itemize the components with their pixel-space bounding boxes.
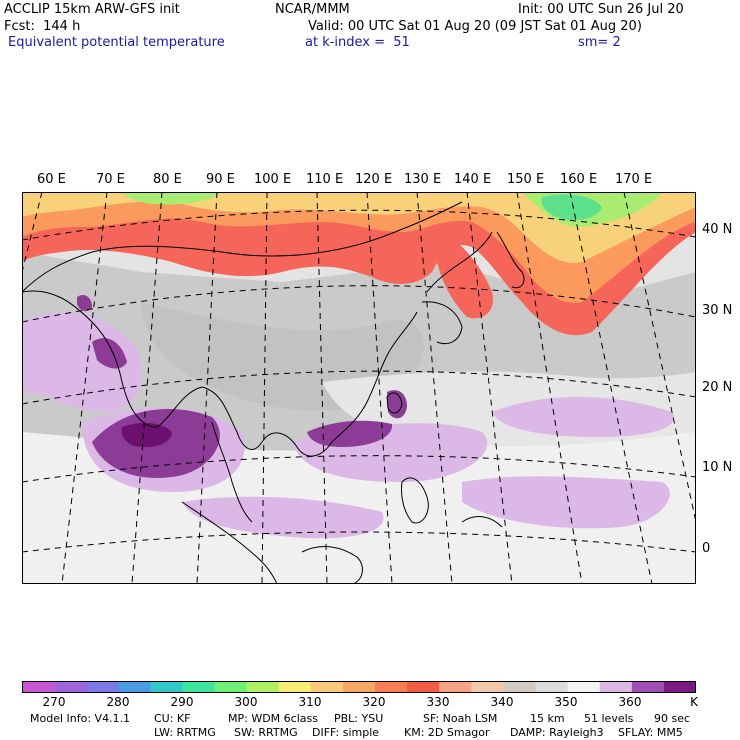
colorbar-swatch (439, 681, 472, 693)
colorbar-tick: 290 (170, 695, 194, 709)
colorbar-swatch (599, 681, 633, 693)
lat-label: 10 N (702, 460, 733, 475)
lon-label: 60 E (37, 172, 66, 187)
init-time: Init: 00 UTC Sun 26 Jul 20 (518, 2, 684, 17)
valid-time: Valid: 00 UTC Sat 01 Aug 20 (09 JST Sat … (308, 19, 642, 34)
colorbar-swatch (567, 681, 601, 693)
footer-item: SFLAY: MM5 (618, 726, 683, 739)
coastlines (22, 201, 525, 584)
colorbar-tick: 360 (618, 695, 642, 709)
footer-item: 51 levels (584, 712, 634, 725)
footer-item: 15 km (530, 712, 565, 725)
lavender-india (22, 311, 143, 413)
footer-item: SW: RRTMG (234, 726, 298, 739)
green-band-west (122, 192, 222, 205)
level-index: at k-index = 51 (305, 35, 410, 50)
footer-item: DAMP: Rayleigh3 (510, 726, 604, 739)
colorbar-swatch (150, 681, 183, 693)
purple-pakistan (77, 295, 92, 312)
footer-item: SF: Noah LSM (423, 712, 498, 725)
footer-item: DIFF: simple (312, 726, 380, 739)
colorbar-swatch (407, 681, 440, 693)
colorbar-swatch (246, 681, 280, 693)
footer-item: 90 sec (654, 712, 691, 725)
colorbar-tick: 350 (554, 695, 578, 709)
colorbar-tick: 320 (362, 695, 386, 709)
colorbar-tick: 300 (234, 695, 258, 709)
colorbar-tick: 310 (298, 695, 322, 709)
lavender-east (492, 397, 674, 437)
lon-label: 120 E (355, 172, 393, 187)
purple-taiwan (387, 390, 407, 419)
lat-label: 20 N (702, 380, 733, 395)
yellow-band (22, 192, 696, 263)
lon-label: 100 E (254, 172, 292, 187)
field-name: Equivalent potential temperature (8, 35, 225, 50)
forecast-hour: Fcst: 144 h (4, 19, 81, 34)
colorbar-tick: 270 (42, 695, 66, 709)
lat-label: 40 N (702, 222, 733, 237)
colorbar-swatch (342, 681, 376, 693)
colorbar-swatch (22, 681, 55, 693)
lon-label: 70 E (96, 172, 125, 187)
footer-item: KM: 2D Smagor (404, 726, 490, 739)
lon-label: 90 E (206, 172, 235, 187)
colorbar-swatch (214, 681, 248, 693)
dark-purple-core (121, 422, 172, 448)
lon-label: 130 E (404, 172, 442, 187)
lon-label: 170 E (615, 172, 653, 187)
footer-item: CU: KF (154, 712, 191, 725)
lat-label: 0 (702, 541, 711, 556)
colorbar (22, 681, 696, 693)
colorbar-swatch (182, 681, 216, 693)
lavender-eq (182, 496, 384, 539)
colorbar-swatch (663, 681, 696, 693)
colorbar-tick: 280 (106, 695, 130, 709)
model-title: ACCLIP 15km ARW-GFS init (4, 2, 180, 17)
colorbar-tick: 340 (490, 695, 514, 709)
graticule (22, 192, 696, 584)
lat-label: 30 N (702, 303, 733, 318)
center-name: NCAR/MMM (275, 2, 350, 17)
lon-label: 140 E (454, 172, 492, 187)
colorbar-tick: 330 (426, 695, 450, 709)
lon-label: 160 E (560, 172, 598, 187)
colorbar-swatch (310, 681, 344, 693)
lavender-wpac (462, 476, 670, 529)
colorbar-swatch (631, 681, 665, 693)
colorbar-unit: K (690, 695, 698, 709)
green-core-east (541, 194, 602, 221)
footer-item: PBL: YSU (334, 712, 384, 725)
colorbar-swatch (471, 681, 504, 693)
colorbar-swatch (535, 681, 569, 693)
purple-india (92, 338, 127, 369)
colorbar-swatch (503, 681, 537, 693)
map-frame (22, 192, 696, 584)
colorbar-swatch (86, 681, 119, 693)
orange-red-japan (437, 232, 493, 319)
colorbar-swatch (54, 681, 87, 693)
smoothing-value: sm= 2 (578, 35, 621, 50)
purple-scs (307, 420, 393, 447)
lon-label: 110 E (306, 172, 344, 187)
theta-e-map (22, 192, 696, 584)
footer-item: LW: RRTMG (154, 726, 216, 739)
colorbar-swatch (375, 681, 408, 693)
lon-label: 150 E (507, 172, 545, 187)
colorbar-swatch (118, 681, 151, 693)
footer-item: MP: WDM 6class (228, 712, 318, 725)
colorbar-swatch (278, 681, 312, 693)
colorbar-frame (22, 681, 696, 693)
footer-item: Model Info: V4.1.1 (30, 712, 131, 725)
lon-label: 80 E (153, 172, 182, 187)
